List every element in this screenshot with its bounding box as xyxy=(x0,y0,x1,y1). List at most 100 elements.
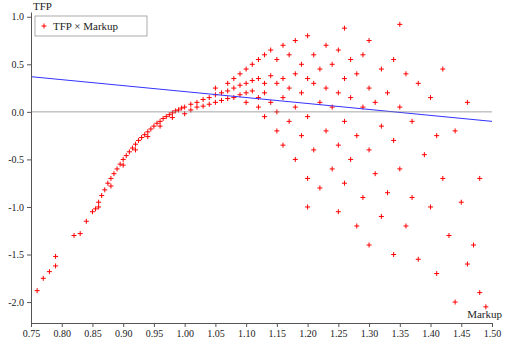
point xyxy=(194,100,199,105)
point xyxy=(111,171,116,176)
point xyxy=(453,128,458,133)
tick: 0.80 xyxy=(53,323,71,339)
x-axis-title: Markup xyxy=(467,308,502,320)
point xyxy=(287,52,292,57)
point xyxy=(108,184,113,189)
tick: 1.20 xyxy=(299,323,317,339)
axis-line xyxy=(32,323,493,324)
tick-label: 1.05 xyxy=(207,328,225,339)
point xyxy=(397,22,402,27)
point xyxy=(244,100,249,105)
tick: -2.0 xyxy=(8,297,31,308)
point xyxy=(440,176,445,181)
point xyxy=(262,81,267,86)
tick: 0.90 xyxy=(115,323,133,339)
point xyxy=(151,124,156,129)
tick-label: 1.15 xyxy=(269,328,287,339)
tick-mark xyxy=(461,323,462,327)
tick-label: 0.75 xyxy=(23,328,41,339)
tick-label: -2.0 xyxy=(8,297,24,308)
point xyxy=(471,243,476,248)
tick-mark xyxy=(338,323,339,327)
point xyxy=(434,133,439,138)
point xyxy=(250,62,255,67)
tick-mark xyxy=(246,323,247,327)
point xyxy=(367,38,372,43)
point xyxy=(121,163,126,168)
point xyxy=(293,157,298,162)
point xyxy=(416,81,421,86)
axis-line xyxy=(31,13,32,324)
point xyxy=(244,81,249,86)
point xyxy=(256,105,261,110)
point xyxy=(367,86,372,91)
point xyxy=(250,88,255,93)
point xyxy=(311,147,316,152)
point xyxy=(342,181,347,186)
point xyxy=(53,254,58,259)
point xyxy=(256,76,261,81)
tick-label: -1.0 xyxy=(8,202,24,213)
point xyxy=(262,90,267,95)
point xyxy=(188,102,193,107)
point xyxy=(336,90,341,95)
tick: 0.75 xyxy=(23,323,41,339)
tick-label: 1.50 xyxy=(484,328,502,339)
tick-label: 0.5 xyxy=(12,59,25,70)
point xyxy=(35,288,40,293)
point xyxy=(99,193,104,198)
point xyxy=(428,95,433,100)
point xyxy=(348,57,353,62)
tick: 1.25 xyxy=(330,323,348,339)
point xyxy=(324,128,329,133)
tick-mark xyxy=(431,323,432,327)
tick: -1.5 xyxy=(8,249,31,260)
point xyxy=(268,73,273,78)
point xyxy=(348,95,353,100)
point xyxy=(262,52,267,57)
tick: 1.40 xyxy=(422,323,440,339)
point xyxy=(410,119,415,124)
point xyxy=(133,142,138,147)
point xyxy=(118,162,123,167)
point xyxy=(305,33,310,38)
point xyxy=(293,38,298,43)
tick: 0.85 xyxy=(84,323,102,339)
point xyxy=(342,76,347,81)
point xyxy=(453,300,458,305)
point xyxy=(237,71,242,76)
tick-label: 0.90 xyxy=(115,328,133,339)
tick-mark xyxy=(400,323,401,327)
point xyxy=(53,263,58,268)
tick: 1.30 xyxy=(361,323,379,339)
point xyxy=(231,76,236,81)
point xyxy=(305,76,310,81)
point xyxy=(207,102,212,107)
tick-mark xyxy=(27,64,31,65)
point xyxy=(299,133,304,138)
point xyxy=(281,43,286,48)
point xyxy=(373,100,378,105)
tick-mark xyxy=(123,323,124,327)
legend: TFP × Markup xyxy=(35,16,147,36)
point xyxy=(231,86,236,91)
point xyxy=(145,129,150,134)
y-axis-title: TFP xyxy=(33,0,52,12)
point xyxy=(287,86,292,91)
tick-label: 0.80 xyxy=(53,328,71,339)
tick: 0.95 xyxy=(146,323,164,339)
point xyxy=(354,133,359,138)
tick: 1.00 xyxy=(176,323,194,339)
marks xyxy=(31,22,492,309)
point xyxy=(96,204,101,209)
tick-mark xyxy=(369,323,370,327)
line xyxy=(31,111,492,112)
point xyxy=(274,57,279,62)
tick-mark xyxy=(492,323,493,327)
point xyxy=(354,223,359,228)
point xyxy=(367,243,372,248)
tick-mark xyxy=(27,17,31,18)
point xyxy=(136,138,141,143)
point xyxy=(305,114,310,119)
point xyxy=(385,190,390,195)
